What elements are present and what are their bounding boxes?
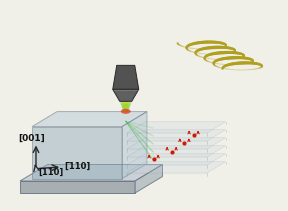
Text: [110]: [110] xyxy=(38,168,63,177)
Polygon shape xyxy=(20,165,162,181)
Polygon shape xyxy=(126,162,226,173)
Text: [001]: [001] xyxy=(18,134,45,143)
Polygon shape xyxy=(126,154,226,165)
Polygon shape xyxy=(126,146,226,157)
Polygon shape xyxy=(113,65,139,89)
Polygon shape xyxy=(122,101,129,111)
Polygon shape xyxy=(126,122,226,133)
Polygon shape xyxy=(20,181,135,193)
Ellipse shape xyxy=(123,108,129,111)
Polygon shape xyxy=(122,112,147,179)
Polygon shape xyxy=(126,138,226,149)
Polygon shape xyxy=(32,127,122,179)
Polygon shape xyxy=(113,89,139,101)
Ellipse shape xyxy=(123,110,128,113)
Polygon shape xyxy=(32,112,147,127)
Text: [̅110]: [̅110] xyxy=(65,162,91,171)
Polygon shape xyxy=(120,101,132,111)
Ellipse shape xyxy=(121,104,130,108)
Ellipse shape xyxy=(121,102,131,106)
Polygon shape xyxy=(126,130,226,141)
Polygon shape xyxy=(135,165,162,193)
Ellipse shape xyxy=(121,109,131,114)
Ellipse shape xyxy=(122,106,130,110)
